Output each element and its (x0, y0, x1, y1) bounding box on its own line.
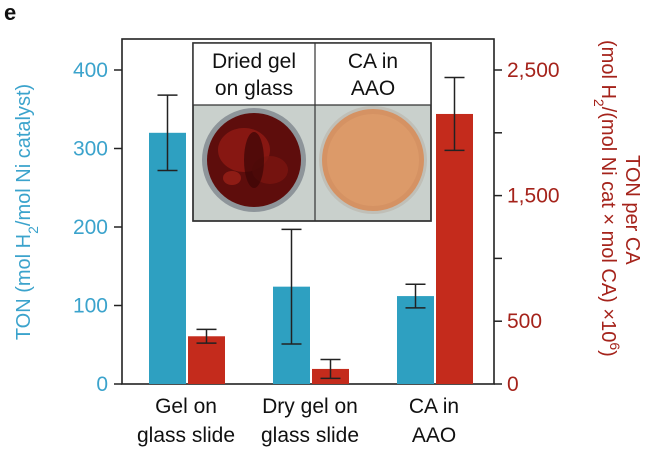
right-tick-label: 1,500 (507, 185, 560, 208)
ton-per-ca-bar (436, 113, 473, 385)
right-tick-label: 500 (507, 310, 542, 333)
category-labels: Gel on glass slide Dry gel on glass slide CA… (137, 395, 459, 447)
right-axis-title-line2-part1: (mol H (597, 40, 619, 99)
category-label: CA in (409, 395, 459, 418)
right-axis-title-line2-part3: ) (597, 350, 619, 357)
category-label: Dry gel on (262, 395, 358, 418)
inset-border (192, 42, 432, 222)
left-tick-label: 100 (73, 295, 108, 318)
right-tick-label: 0 (507, 373, 519, 396)
right-axis-title-line2: (mol H2/(mol Ni cat × mol CA) ×106) (591, 40, 623, 357)
right-axis-title-line2-part2: /(mol Ni cat × mol CA) ×10 (597, 107, 619, 343)
inset-label-2-line1: CA in (348, 50, 398, 73)
category-label: glass slide (137, 424, 235, 447)
inset-photos: Dried gel on glass CA in AAO (192, 42, 432, 222)
right-axis-title-subscript: 2 (591, 99, 607, 107)
left-axis-title-part1: TON (mol H (13, 234, 35, 340)
inset-label-1-line1: Dried gel (212, 50, 296, 73)
left-tick-label: 300 (73, 138, 108, 161)
bars (149, 76, 473, 385)
left-tick-label: 200 (73, 216, 108, 239)
left-axis-title-part2: /mol Ni catalyst) (13, 84, 35, 226)
left-axis: 0 100 200 300 400 (73, 59, 122, 396)
right-axis-title-line1: TON per CA (621, 155, 643, 265)
left-axis-title: TON (mol H2/mol Ni catalyst) (13, 84, 41, 340)
dried-gel-photo (202, 108, 306, 212)
inset-header (193, 43, 431, 105)
ton-per-ca-bar (188, 336, 225, 384)
ton-bar (397, 296, 434, 384)
left-tick-label: 400 (73, 59, 108, 82)
panel-label: e (4, 0, 16, 25)
right-axis-title-superscript: 6 (607, 342, 623, 350)
category-label: glass slide (261, 424, 359, 447)
right-axis-title: (mol H2/(mol Ni cat × mol CA) ×106) TON … (591, 40, 643, 357)
left-tick-label: 0 (96, 373, 108, 396)
right-tick-label: 2,500 (507, 59, 560, 82)
left-axis-title-subscript: 2 (25, 226, 41, 234)
right-axis: 0 500 1,500 2,500 (494, 59, 560, 396)
inset-label-2-line2: AAO (351, 77, 395, 100)
category-label: AAO (412, 424, 456, 447)
inset-label-1-line2: on glass (215, 77, 293, 100)
ton-bar (149, 132, 186, 384)
aao-photo (319, 106, 427, 214)
category-label: Gel on (155, 395, 217, 418)
